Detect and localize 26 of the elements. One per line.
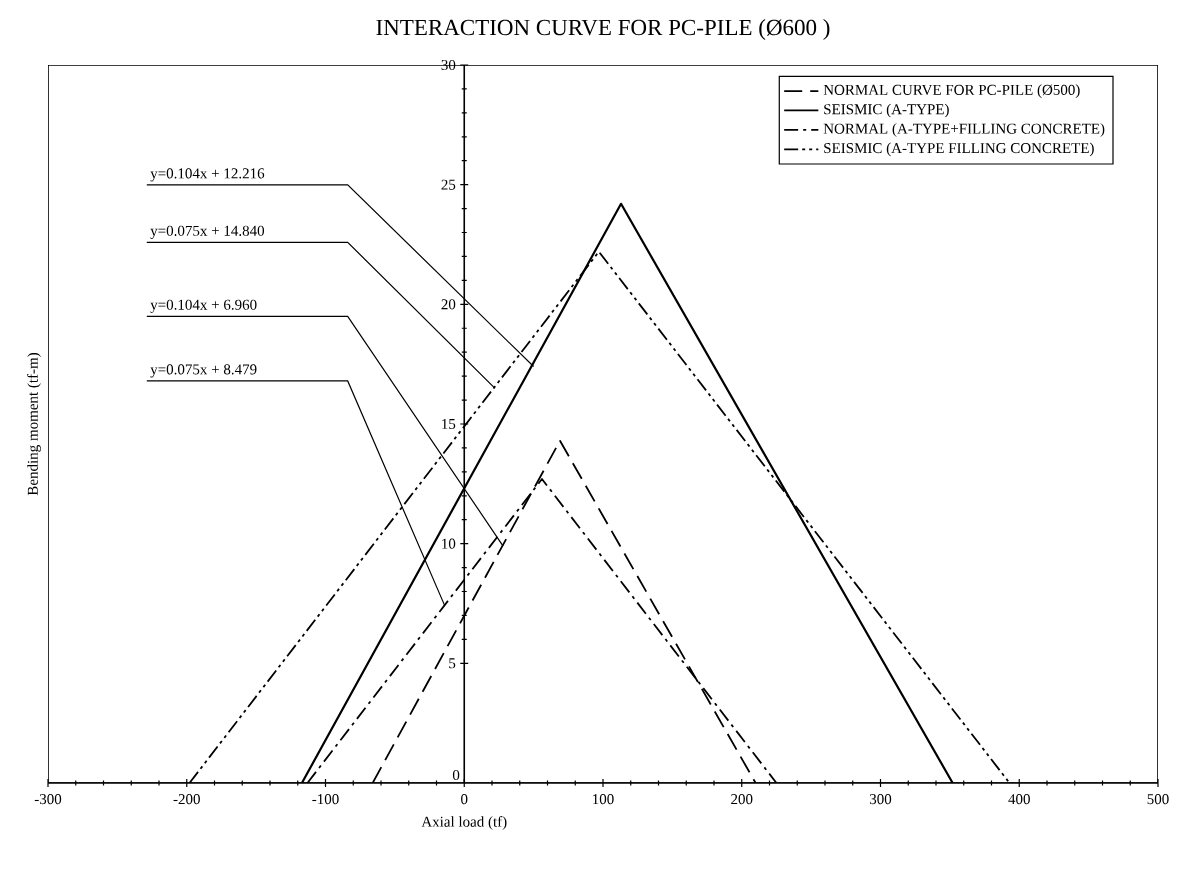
- annotation: y=0.075x + 8.479: [150, 364, 257, 378]
- y-tick-label: 15: [442, 418, 456, 430]
- x-axis-title: Axial load (tf): [421, 816, 507, 830]
- legend-label: SEISMIC (A-TYPE FILLING CONCRETE): [824, 142, 1094, 157]
- y-tick-label: 0: [452, 769, 460, 781]
- chart-title: INTERACTION CURVE FOR PC-PILE (Ø600 ): [376, 19, 830, 40]
- x-tick-label: -200: [173, 794, 200, 805]
- x-tick-label: 0: [461, 794, 468, 805]
- x-tick-label: 300: [869, 794, 892, 805]
- x-tick-label: 500: [1147, 794, 1169, 805]
- annotation: y=0.104x + 6.960: [150, 299, 257, 313]
- legend-label: NORMAL (A-TYPE+FILLING CONCRETE): [823, 123, 1105, 137]
- y-tick-label: 20: [441, 299, 456, 310]
- y-tick-label: 5: [449, 658, 456, 669]
- legend-label: SEISMIC (A-TYPE): [824, 103, 949, 118]
- x-tick-label: 200: [731, 794, 753, 805]
- annotation: y=0.104x + 12.216: [150, 168, 265, 182]
- y-axis-title: Bending moment (tf-m): [27, 352, 41, 496]
- legend-label: NORMAL CURVE FOR PC-PILE (Ø500): [823, 84, 1080, 98]
- x-tick-label: 400: [1008, 794, 1030, 805]
- y-tick-label: 10: [442, 538, 456, 549]
- x-tick-label: -300: [34, 794, 62, 805]
- x-tick-label: -100: [312, 794, 339, 805]
- y-tick-label: 25: [441, 179, 456, 190]
- x-tick-label: 100: [593, 794, 614, 805]
- annotation: y=0.075x + 14.840: [150, 225, 265, 239]
